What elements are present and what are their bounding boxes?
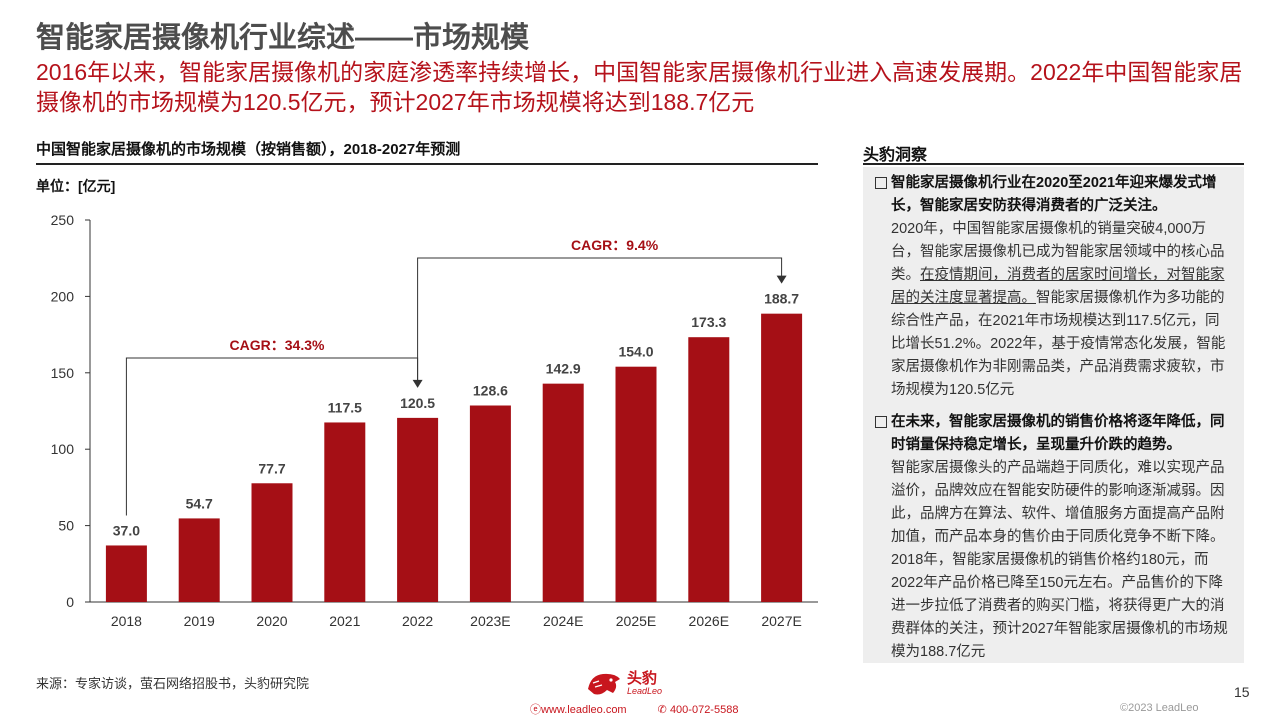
cagr-label: CAGR：9.4% [571,237,659,253]
contact-info: ⓔwww.leadleo.com ✆ 400-072-5588 [530,701,766,717]
insights-header: 头豹洞察 [863,147,928,164]
copyright-notice: ©2023 LeadLeo [1120,702,1199,714]
y-tick-label: 250 [51,212,75,228]
insight-bullet-1: 智能家居摄像机行业在2020至2021年迎来爆发式增长，智能家居安防获得消费者的… [875,172,1232,402]
leopard-logo-icon [588,673,620,695]
bar-value-label: 37.0 [113,522,140,538]
insight-bullet-2: 在未来，智能家居摄像机的销售价格将逐年降低，同时销量保持稳定增长，呈现量升价跌的… [875,411,1232,664]
checkbox-bullet-icon [875,416,887,428]
y-tick-label: 150 [51,365,75,381]
bar-value-label: 117.5 [328,399,362,415]
chart-unit-label: 单位：[亿元] [36,178,116,194]
y-tick-label: 200 [51,288,75,304]
bar [542,383,584,602]
phone-number: ✆ 400-072-5588 [657,704,739,716]
bar [615,366,657,602]
x-tick-label: 2021 [329,613,360,629]
x-tick-label: 2027E [761,613,801,629]
page-subtitle: 2016年以来，智能家居摄像机的家庭渗透率持续增长，中国智能家居摄像机行业进入高… [36,59,1243,115]
cagr-bracket-line [417,257,783,386]
chart-title: 中国智能家居摄像机的市场规模（按销售额），2018-2027年预测 [36,141,461,158]
bar [251,483,293,602]
chart-title-rule [36,163,818,165]
insights-panel: 智能家居摄像机行业在2020至2021年迎来爆发式增长，智能家居安防获得消费者的… [863,167,1244,663]
bar-value-label: 77.7 [258,460,285,476]
cagr-arrowhead-icon [776,275,787,284]
bar-value-label: 173.3 [691,314,726,330]
insight-1-heading: 智能家居摄像机行业在2020至2021年迎来爆发式增长，智能家居安防获得消费者的… [891,175,1217,214]
x-tick-label: 2018 [111,613,142,629]
x-tick-label: 2020 [256,613,287,629]
x-tick-label: 2019 [184,613,215,629]
insight-2-body: 智能家居摄像头的产品端趋于同质化，难以实现产品溢价，品牌效应在智能安防硬件的影响… [891,460,1228,660]
logo-chinese-name: 头豹 [627,670,658,687]
logo-english-name: LeadLeo [627,686,663,696]
bar-value-label: 154.0 [618,344,653,360]
bar-value-label: 142.9 [546,361,581,377]
y-tick-label: 100 [51,441,75,457]
x-tick-label: 2022 [402,613,433,629]
checkbox-bullet-icon [875,177,887,189]
bar [688,337,730,602]
y-tick-label: 50 [58,518,74,534]
x-tick-label: 2024E [543,613,583,629]
bar-value-label: 54.7 [186,495,213,511]
bar [324,422,366,602]
bar-value-label: 120.5 [400,395,435,411]
x-tick-label: 2025E [616,613,656,629]
insight-2-heading: 在未来，智能家居摄像机的销售价格将逐年降低，同时销量保持稳定增长，呈现量升价跌的… [891,414,1225,453]
source-note: 来源：专家访谈，萤石网络招股书，头豹研究院 [36,676,310,691]
insight-1-body: 2020年，中国智能家居摄像机的销量突破4,000万台，智能家居摄像机已成为智能… [891,221,1226,398]
bar-chart: 0 50 100 150 200 250 37.0 2018 54.7 2019 77.7 2020 1… [51,212,818,629]
bar [761,313,803,602]
bar [178,518,220,602]
cagr-label: CAGR：34.3% [230,337,325,353]
bar [469,405,511,602]
page-number: 15 [1234,684,1250,700]
bar-value-label: 188.7 [764,291,799,307]
website-link[interactable]: ⓔwww.leadleo.com [530,704,627,716]
bar [397,417,439,602]
insights-header-rule [863,163,1244,165]
x-tick-label: 2023E [470,613,510,629]
x-tick-label: 2026E [689,613,729,629]
page-title: 智能家居摄像机行业综述——市场规模 [36,22,530,54]
y-tick-label: 0 [66,594,74,610]
leadleo-logo: 头豹 LeadLeo [585,667,680,701]
bar-value-label: 128.6 [473,382,508,398]
bar [105,545,147,602]
